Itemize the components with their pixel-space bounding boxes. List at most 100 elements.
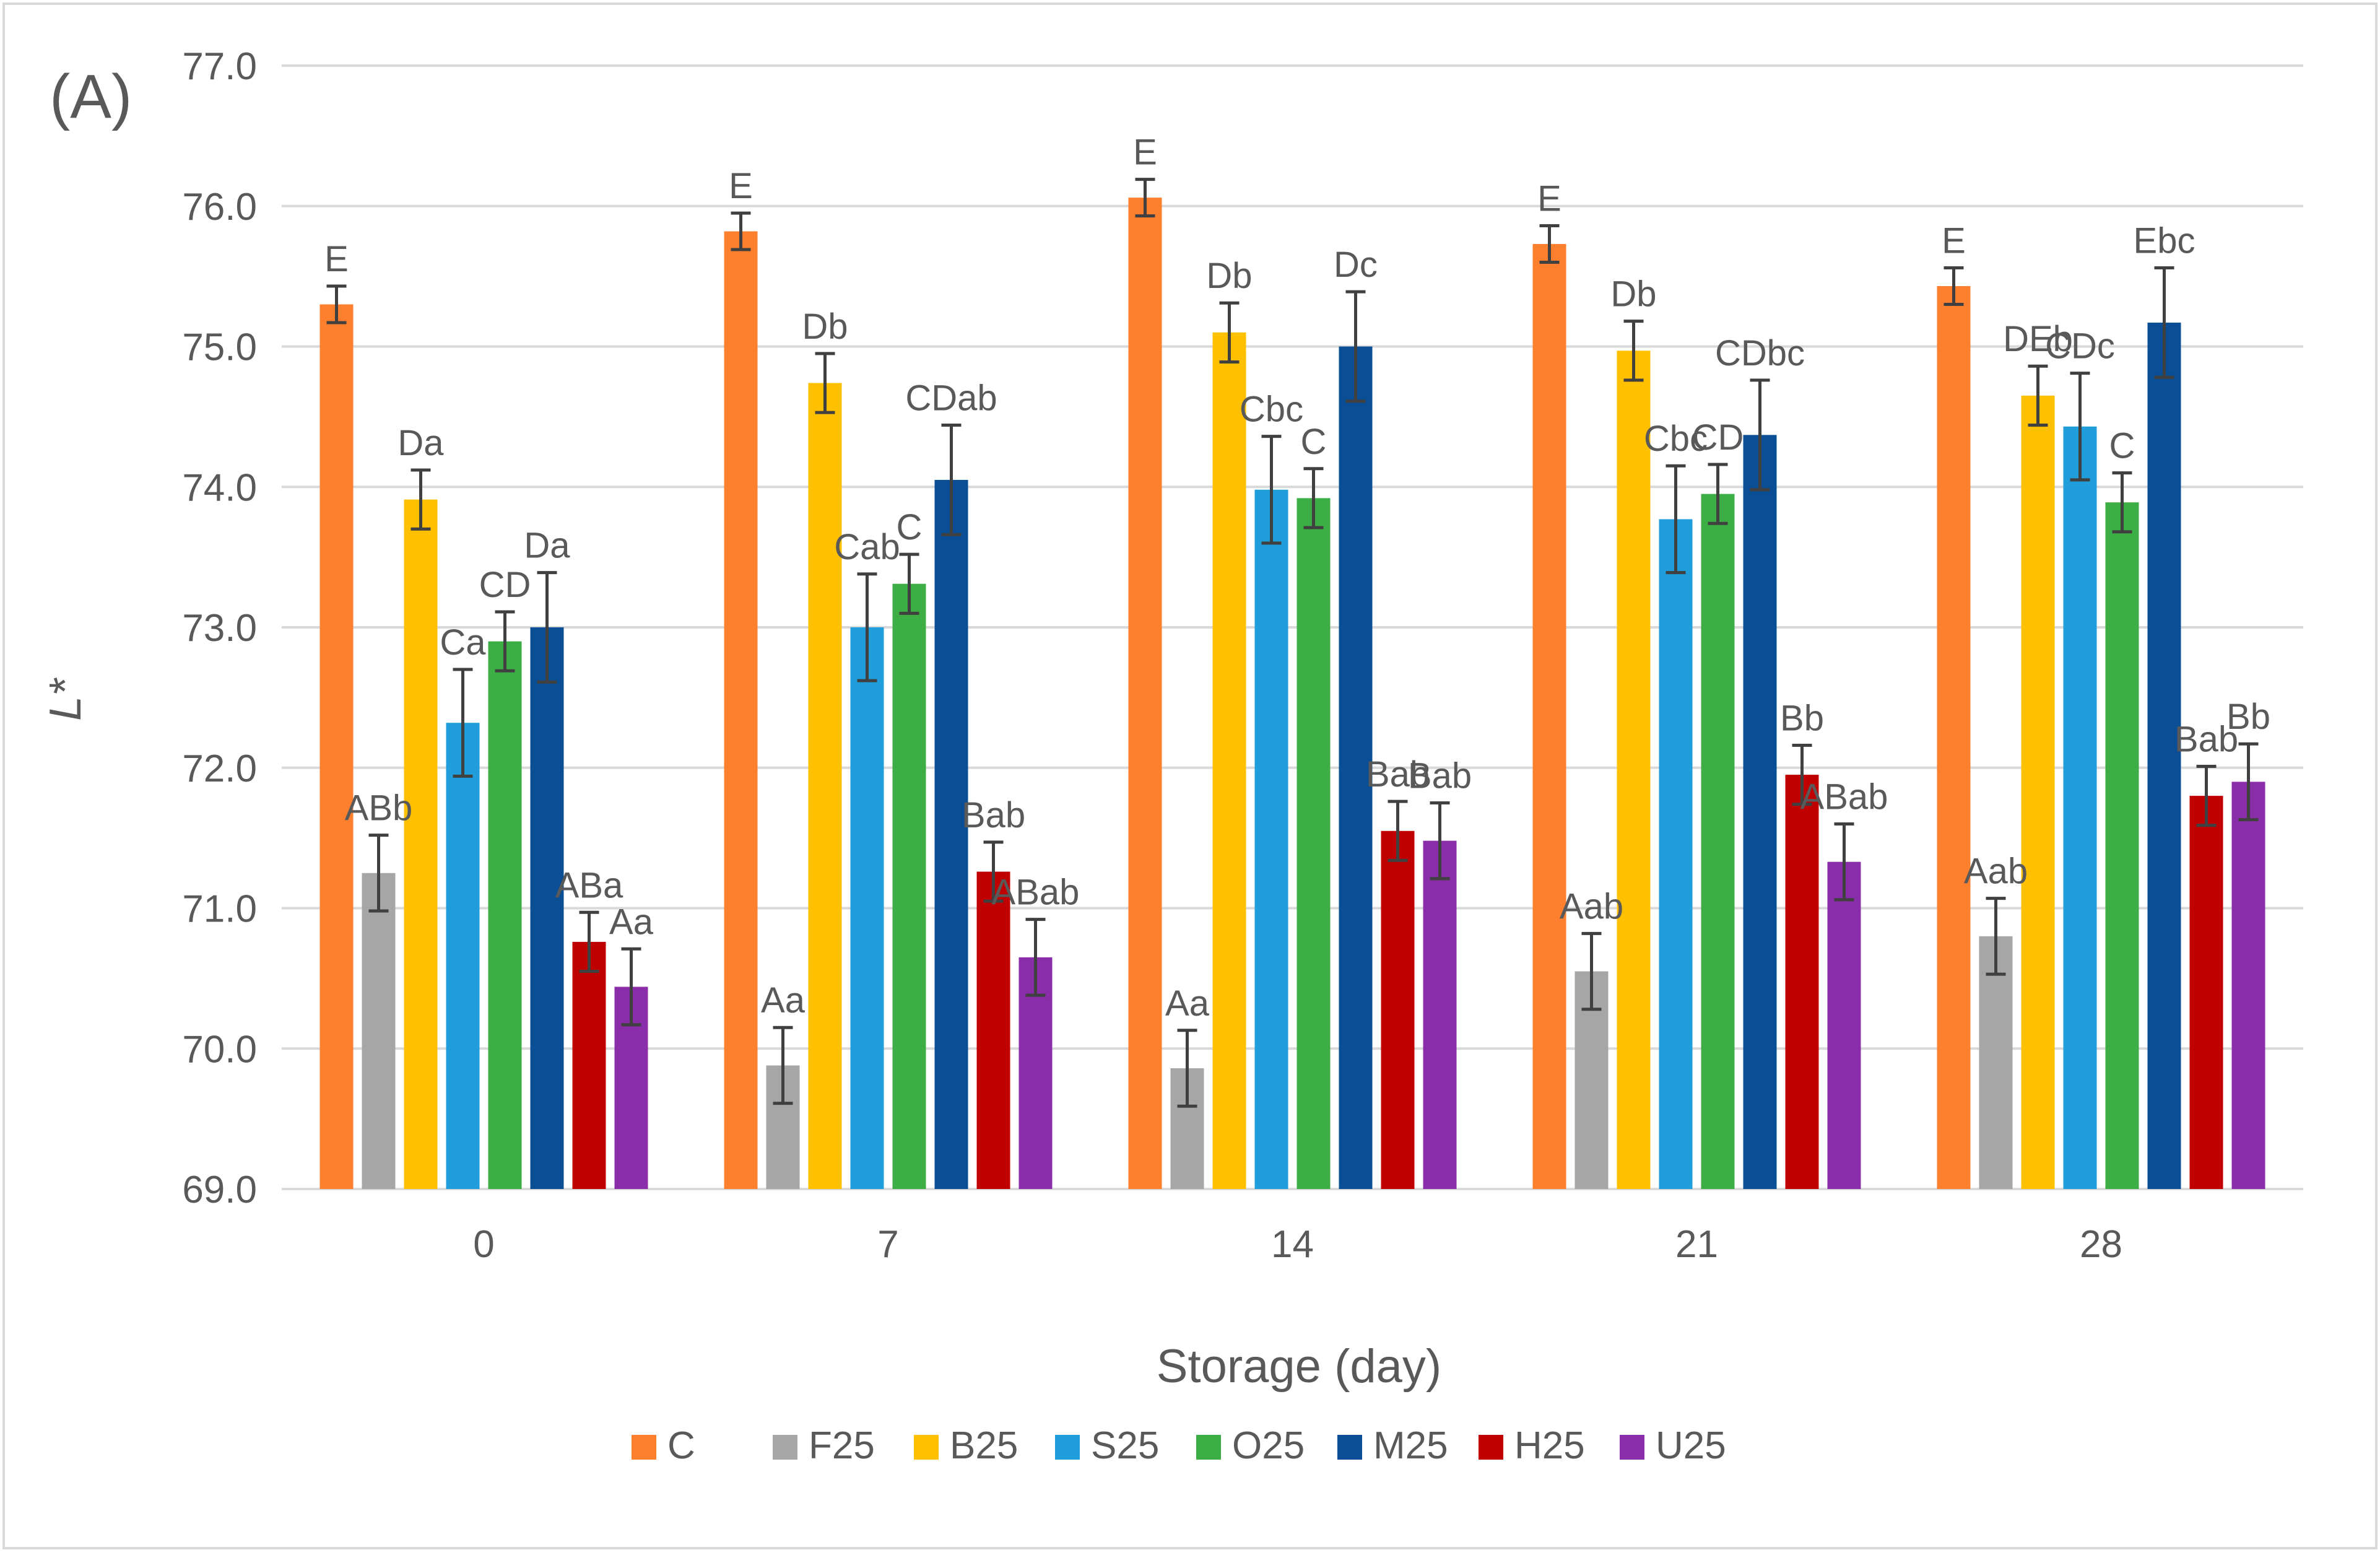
bar-m25-day-21 — [1743, 435, 1777, 1189]
error-bar — [773, 1026, 793, 1105]
bar-m25-day-14 — [1339, 346, 1373, 1189]
bar-b25-day-21 — [1617, 351, 1651, 1189]
legend-label: S25 — [1091, 1424, 1159, 1467]
error-bar — [1792, 743, 1812, 806]
bar-h25-day-28 — [2189, 796, 2223, 1189]
legend-label: B25 — [950, 1424, 1018, 1467]
error-bar — [1219, 301, 1240, 364]
bar-o25-day-0 — [488, 641, 522, 1189]
data-label: E — [729, 166, 753, 206]
error-bar — [1623, 320, 1644, 382]
y-tick-label: 72.0 — [182, 747, 257, 790]
error-bar — [1388, 799, 1408, 862]
legend-label: M25 — [1373, 1424, 1448, 1467]
error-bar — [1666, 464, 1686, 575]
error-bar — [453, 668, 473, 778]
data-label: Bb — [2226, 697, 2270, 737]
bar-o25-day-28 — [2105, 502, 2139, 1189]
y-tick-label: 74.0 — [182, 466, 257, 509]
legend-item-m25: M25 — [1337, 1424, 1448, 1467]
data-label: Bb — [1780, 698, 1824, 738]
data-label: CD — [1692, 417, 1744, 458]
error-bar — [2196, 764, 2217, 827]
data-label: Db — [1610, 274, 1656, 315]
bar-h25-day-7 — [976, 871, 1010, 1189]
legend-label: U25 — [1656, 1424, 1726, 1467]
x-tick-label: 0 — [473, 1223, 494, 1266]
bar-h25-day-14 — [1381, 830, 1415, 1189]
data-label: CDbc — [1715, 333, 1805, 373]
data-label: Db — [1206, 256, 1252, 296]
error-bar — [731, 211, 751, 251]
error-bar — [941, 423, 962, 536]
legend-label: H25 — [1514, 1424, 1585, 1467]
data-label: ABab — [1800, 777, 1888, 817]
error-bar — [857, 572, 877, 682]
error-bar — [1430, 801, 1450, 881]
bar-o25-day-21 — [1701, 494, 1735, 1189]
error-bar — [983, 840, 1004, 903]
error-bar — [2028, 364, 2048, 427]
data-label: Ebc — [2134, 221, 2195, 261]
legend: C F25 B25 S25 O25 M25 H25 U25 — [632, 1424, 1726, 1467]
panel-label: (A) — [50, 62, 132, 131]
bar-b25-day-28 — [2021, 395, 2055, 1189]
legend-swatch — [632, 1435, 656, 1460]
error-bar — [495, 610, 515, 673]
legend-swatch — [773, 1435, 797, 1460]
error-bar — [410, 468, 431, 531]
bar-s25-day-21 — [1659, 519, 1693, 1189]
y-tick-labels: 69.0 70.0 71.0 72.0 73.0 74.0 75.0 76.0 77.0 — [182, 45, 257, 1211]
data-label: C — [2109, 426, 2135, 466]
bar-b25-day-14 — [1212, 332, 1246, 1190]
error-bar — [1986, 897, 2006, 976]
error-bars — [326, 178, 2259, 1108]
error-bar — [1750, 378, 1770, 492]
data-label: C — [897, 507, 923, 547]
error-bar — [1708, 463, 1728, 525]
legend-swatch — [1337, 1435, 1362, 1460]
error-bar — [1135, 178, 1155, 218]
bar-s25-day-28 — [2063, 426, 2097, 1189]
data-label: Aa — [1165, 983, 1210, 1024]
error-bar — [1177, 1029, 1197, 1108]
x-tick-label: 21 — [1675, 1223, 1718, 1266]
error-bar — [368, 834, 389, 913]
legend-item-u25: U25 — [1620, 1424, 1726, 1467]
bar-h25-day-0 — [572, 941, 606, 1189]
bar-s25-day-14 — [1254, 489, 1288, 1190]
data-label: Db — [802, 307, 848, 347]
legend-label: F25 — [809, 1424, 875, 1467]
bar-o25-day-14 — [1296, 498, 1331, 1189]
bar-c-day-0 — [319, 304, 354, 1190]
error-bar — [899, 552, 919, 615]
y-tick-label: 76.0 — [182, 186, 257, 229]
data-label: E — [1133, 133, 1157, 173]
data-label: Bab — [962, 795, 1025, 835]
legend-swatch — [1479, 1435, 1503, 1460]
data-label: E — [1942, 221, 1966, 261]
data-label: Bab — [1408, 756, 1472, 796]
data-label: Aab — [1560, 886, 1623, 926]
data-label: Da — [397, 423, 444, 463]
y-tick-label: 69.0 — [182, 1169, 257, 1211]
error-bar — [1539, 224, 1560, 264]
error-bar — [2070, 372, 2090, 482]
bar-c-day-21 — [1532, 243, 1566, 1189]
x-tick-label: 7 — [877, 1223, 898, 1266]
x-tick-labels: 0 7 14 21 28 — [473, 1223, 2122, 1266]
data-label: Bab — [2174, 719, 2238, 759]
legend-item-o25: O25 — [1196, 1424, 1305, 1467]
error-bar — [1025, 918, 1046, 997]
data-label: ABa — [555, 865, 623, 905]
legend-label: C — [667, 1424, 695, 1467]
data-label: Bab — [1366, 754, 1430, 795]
bar-u25-day-14 — [1423, 840, 1457, 1189]
legend-item-b25: B25 — [914, 1424, 1018, 1467]
x-tick-label: 14 — [1271, 1223, 1314, 1266]
y-tick-label: 73.0 — [182, 607, 257, 650]
data-label: Aa — [761, 980, 806, 1021]
legend-swatch — [914, 1435, 939, 1460]
